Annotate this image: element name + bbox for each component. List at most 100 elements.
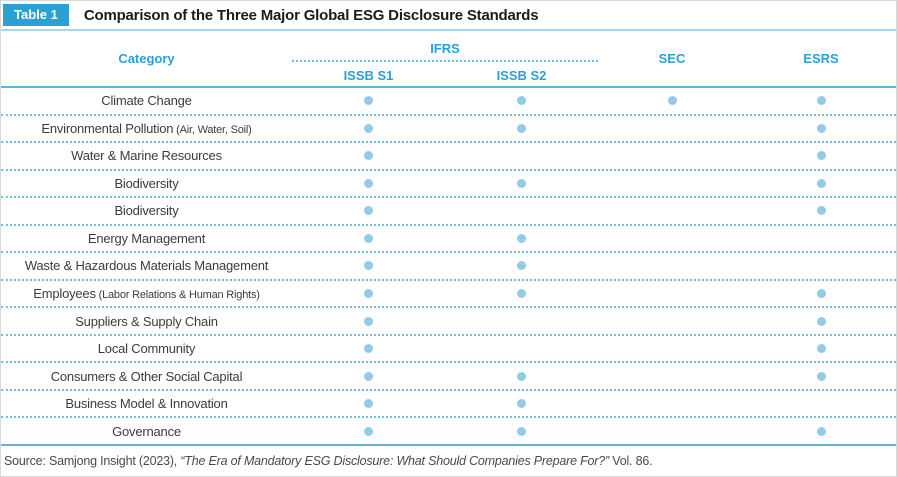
presence-dot — [517, 96, 526, 106]
issb-s1-cell — [292, 253, 445, 279]
presence-dot — [517, 261, 526, 271]
esrs-column-header: ESRS — [803, 51, 839, 66]
issb-s1-column-header: ISSB S1 — [343, 68, 394, 83]
issb-s1-cell — [292, 308, 445, 334]
presence-dot — [364, 371, 373, 381]
presence-dot — [364, 426, 373, 436]
esrs-cell — [746, 336, 896, 362]
table-header-row: Category IFRS ISSB S1 ISSB S2 SEC ESRS — [1, 31, 896, 88]
source-suffix: Vol. 86. — [609, 454, 653, 468]
table-title-bar: Table 1 Comparison of the Three Major Gl… — [1, 1, 896, 31]
sec-cell — [598, 143, 746, 169]
category-label: Climate Change — [101, 93, 192, 109]
table-bottom-rule — [1, 444, 896, 446]
presence-dot — [364, 288, 373, 298]
esrs-cell — [746, 281, 896, 307]
presence-dot — [517, 426, 526, 436]
category-label: Biodiversity — [114, 175, 179, 191]
category-label: Employees (Labor Relations & Human Right… — [33, 285, 260, 301]
category-label: Water & Marine Resources — [71, 148, 222, 164]
presence-dot — [816, 96, 826, 106]
presence-dot — [364, 233, 373, 243]
esrs-cell — [746, 226, 896, 252]
category-label: Governance — [112, 423, 181, 439]
presence-dot — [816, 178, 826, 188]
source-prefix: Source: Samjong Insight (2023), — [4, 454, 181, 468]
esrs-cell — [746, 88, 896, 114]
sec-cell — [598, 88, 746, 114]
issb-s2-cell — [445, 88, 598, 114]
presence-dot — [517, 371, 526, 381]
sec-cell — [598, 336, 746, 362]
category-note: (Labor Relations & Human Rights) — [95, 288, 260, 301]
table-row: Suppliers & Supply Chain — [1, 308, 896, 336]
presence-dot — [667, 96, 677, 106]
issb-s1-cell — [292, 336, 445, 362]
issb-s2-cell — [445, 253, 598, 279]
presence-dot — [816, 344, 826, 354]
table-row: Employees (Labor Relations & Human Right… — [1, 281, 896, 309]
esrs-cell — [746, 418, 896, 444]
source-cited-title: “The Era of Mandatory ESG Disclosure: Wh… — [180, 454, 609, 468]
table-row: Local Community — [1, 336, 896, 364]
sec-cell — [598, 391, 746, 417]
page-title: Comparison of the Three Major Global ESG… — [83, 6, 539, 24]
table-body: Climate Change Environmental Pollution (… — [1, 88, 896, 444]
table-badge: Table 1 — [3, 4, 69, 26]
presence-dot — [816, 123, 826, 133]
issb-s1-cell — [292, 281, 445, 307]
presence-dot — [517, 288, 526, 298]
issb-s1-cell — [292, 226, 445, 252]
issb-s1-cell — [292, 143, 445, 169]
issb-s1-cell — [292, 171, 445, 197]
table-row: Biodiversity — [1, 171, 896, 199]
issb-s2-cell — [445, 198, 598, 224]
presence-dot — [364, 178, 373, 188]
sec-cell — [598, 363, 746, 389]
category-label: Biodiversity — [114, 203, 179, 219]
table-row: Environmental Pollution (Air, Water, Soi… — [1, 116, 896, 144]
category-label: Business Model & Innovation — [65, 396, 228, 412]
table-row: Governance — [1, 418, 896, 444]
table-row: Business Model & Innovation — [1, 391, 896, 419]
issb-s2-cell — [445, 363, 598, 389]
issb-s2-cell — [445, 418, 598, 444]
category-label: Energy Management — [87, 230, 206, 246]
issb-s2-column-header: ISSB S2 — [496, 68, 547, 83]
sec-cell — [598, 253, 746, 279]
issb-s2-cell — [445, 226, 598, 252]
issb-s2-cell — [445, 281, 598, 307]
issb-s1-cell — [292, 116, 445, 142]
issb-s1-cell — [292, 391, 445, 417]
presence-dot — [816, 426, 826, 436]
presence-dot — [517, 399, 526, 409]
issb-s2-cell — [445, 116, 598, 142]
category-note: (Air, Water, Soil) — [173, 123, 252, 136]
sec-cell — [598, 281, 746, 307]
ifrs-group-header: IFRS ISSB S1 ISSB S2 — [292, 31, 598, 86]
sec-cell — [598, 171, 746, 197]
presence-dot — [364, 261, 373, 271]
presence-dot — [364, 123, 373, 133]
issb-s2-cell — [445, 308, 598, 334]
sec-column-header: SEC — [658, 51, 686, 66]
issb-s1-cell — [292, 363, 445, 389]
sec-cell — [598, 308, 746, 334]
table-row: Waste & Hazardous Materials Management — [1, 253, 896, 281]
source-note: Source: Samjong Insight (2023), “The Era… — [1, 446, 896, 468]
sec-cell — [598, 116, 746, 142]
category-label: Suppliers & Supply Chain — [75, 313, 218, 329]
table-row: Climate Change — [1, 88, 896, 116]
category-label: Consumers & Other Social Capital — [50, 368, 243, 384]
ifrs-dotted-divider — [292, 60, 598, 62]
table-row: Consumers & Other Social Capital — [1, 363, 896, 391]
table-row: Biodiversity — [1, 198, 896, 226]
presence-dot — [364, 344, 373, 354]
issb-s1-cell — [292, 198, 445, 224]
esrs-cell — [746, 143, 896, 169]
sec-cell — [598, 226, 746, 252]
presence-dot — [517, 123, 526, 133]
esrs-cell — [746, 116, 896, 142]
presence-dot — [816, 316, 826, 326]
